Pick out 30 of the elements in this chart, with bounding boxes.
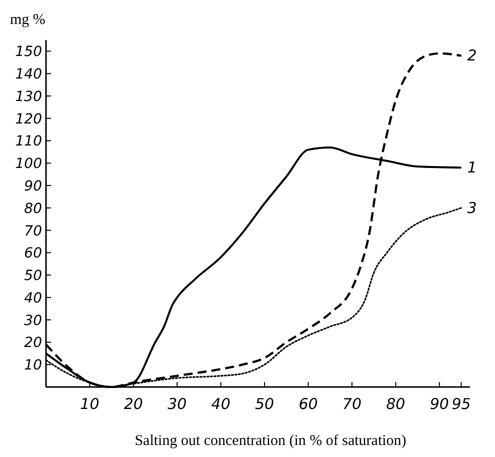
y-tick-label: 50: [24, 268, 42, 284]
x-tick-label: 50: [255, 395, 274, 413]
y-tick-label: 90: [24, 178, 42, 195]
y-tick-label: 30: [24, 312, 42, 329]
x-tick-label: 70: [342, 395, 362, 413]
x-tick-label: 20: [124, 395, 143, 413]
y-axis-title: mg %: [10, 12, 46, 28]
y-tick-label: 80: [24, 200, 42, 217]
series-label: 3: [467, 198, 477, 217]
x-tick-label: 60: [298, 395, 318, 413]
y-tick-label: 130: [15, 88, 42, 105]
y-tick-label: 70: [24, 223, 42, 240]
y-tick-label: 40: [24, 290, 42, 306]
x-tick-label: 80: [386, 395, 406, 413]
series-label: 2: [467, 46, 477, 65]
x-tick-label: 10: [80, 395, 100, 413]
y-tick-label: 150: [15, 44, 42, 60]
series-label: 1: [467, 158, 477, 177]
y-tick-label: 10: [24, 358, 42, 374]
y-tick-label: 110: [15, 134, 42, 150]
y-tick-label: 120: [15, 111, 42, 128]
y-tick-label: 20: [24, 335, 42, 352]
x-tick-label: 90: [430, 395, 449, 413]
x-tick-label: 95: [452, 395, 471, 413]
x-axis-title: Salting out concentration (in % of saturation): [134, 433, 406, 449]
x-tick-label: 40: [211, 395, 230, 413]
y-tick-label: 140: [15, 66, 42, 83]
y-tick-label: 100: [15, 156, 42, 172]
y-tick-label: 60: [24, 246, 42, 262]
x-tick-label: 30: [168, 395, 187, 413]
